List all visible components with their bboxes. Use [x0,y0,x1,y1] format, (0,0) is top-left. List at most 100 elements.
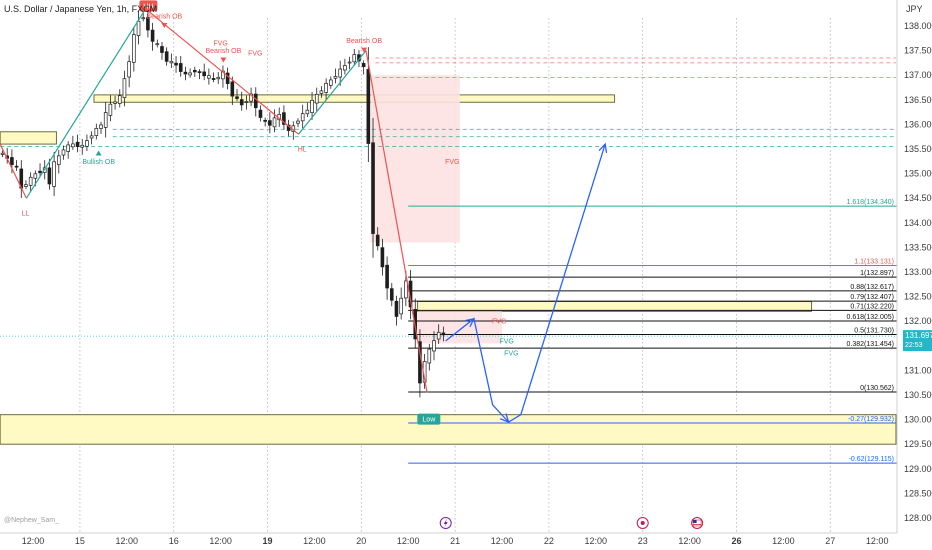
candle-up [333,76,338,79]
candle-up [24,184,28,187]
lightning-glyph [443,519,448,527]
y-tick-label: 133.500 [904,242,932,252]
swing-structure-line [365,50,428,393]
fib-level-label: 0.618(132.005) [847,314,894,321]
candle-down [235,96,239,99]
supply-demand-zone [0,131,57,145]
candle-up [314,93,319,104]
level-layer: 1.618(134.340) 1.1(133.131) 1(132.897) 0.88… [0,57,897,464]
x-tick-label: 12:00 [678,536,701,546]
candle-up [404,280,408,299]
y-tick-label: 135.000 [904,169,932,179]
candle-up [66,144,70,152]
candle-down [38,170,42,174]
candle-up [0,152,5,155]
y-tick-label: 129.500 [904,439,932,449]
candle-up [89,135,94,139]
candle-down [146,17,150,31]
fib-level-label: -0.27(129.932) [848,416,894,423]
fib-level-label: 1(132.897) [860,270,894,277]
candle-up [272,117,277,128]
forecast-layer [445,142,608,424]
candle-down [202,71,206,77]
x-tick-label: 19 [262,536,272,546]
candle-up [338,68,342,78]
y-tick-label: 132.000 [904,316,932,326]
forecast-arrow-head [499,413,510,424]
flag-canton-glyph [693,520,697,523]
candle-down [282,112,286,125]
candle-up [71,143,75,148]
candle-up [122,78,127,98]
candle-down [211,78,216,80]
candle-up [28,176,33,186]
candle-up [347,61,352,64]
x-tick-label: 12:00 [116,536,139,546]
swing-tag-box [139,0,158,12]
fib-level-label: 0.88(132.617) [850,284,894,291]
x-tick-label: 12:00 [491,536,514,546]
candle-up [61,149,66,156]
candle-up [352,54,357,63]
candle-down [366,69,371,144]
x-tick-label: 12:00 [22,536,45,546]
fib-level-label: 1.1(133.131) [854,259,894,266]
structure-annotation: Bullish OB [82,159,115,166]
candle-down [174,62,178,66]
current-price-value: 131.697 [905,331,932,340]
structure-annotation: FVG [445,159,459,166]
candle-up [324,83,328,93]
structure-annotation: HL [298,146,307,153]
y-tick-label: 137.000 [904,70,932,80]
current-price-tag: 131.697 22:53 [903,330,932,352]
candle-up [85,140,89,147]
x-tick-label: 15 [75,536,85,546]
y-tick-label: 128.500 [904,488,932,498]
candle-up [329,79,333,86]
structure-annotation: Bearish OB [346,38,382,45]
y-tick-label: 136.000 [904,119,932,129]
structure-annotation: Bearish OB [146,14,182,21]
candle-layer [0,9,446,398]
candle-up [188,72,192,76]
current-price-timer: 22:53 [905,342,923,349]
y-tick-label: 133.000 [904,267,932,277]
candle-up [305,109,310,115]
candle-down [183,71,188,75]
candle-down [197,71,202,73]
y-tick-label: 128.000 [904,513,932,523]
candle-down [371,142,375,234]
fib-level-label: 0(130.562) [860,385,894,392]
candle-up [296,120,300,124]
swing-structure-line [145,8,299,135]
swing-layer [0,8,428,393]
structure-annotation: FVG [504,351,518,358]
candle-up [249,93,253,102]
x-tick-label: 16 [169,536,179,546]
structure-annotation: FVG [248,51,262,58]
candle-down [75,141,80,147]
watermark: @Nephew_Sam_ [4,517,59,524]
swing-structure-line [0,143,27,199]
order-block-marker [95,150,102,156]
order-block-marker [220,57,227,63]
structure-annotation: Bearish OB [206,48,242,55]
candle-up [141,17,146,20]
x-tick-label: 27 [825,536,835,546]
forecast-arrow-head [464,317,476,328]
event-dot-glyph [640,521,645,525]
y-tick-label: 130.500 [904,390,932,400]
y-tick-label: 137.500 [904,46,932,56]
x-tick-label: 12:00 [303,536,326,546]
fib-level-label: 0.5(131.730) [854,327,894,334]
currency-label: JPY [906,4,923,14]
candle-up [399,297,403,315]
chart-title: U.S. Dollar / Japanese Yen, 1h, FXCM [4,4,157,14]
fib-level-label: 0.71(132.220) [850,303,894,310]
forecast-path [445,143,606,423]
grid-layer [79,18,831,533]
candle-up [33,173,38,179]
y-tick-label: 132.500 [904,292,932,302]
candle-down [164,51,169,62]
